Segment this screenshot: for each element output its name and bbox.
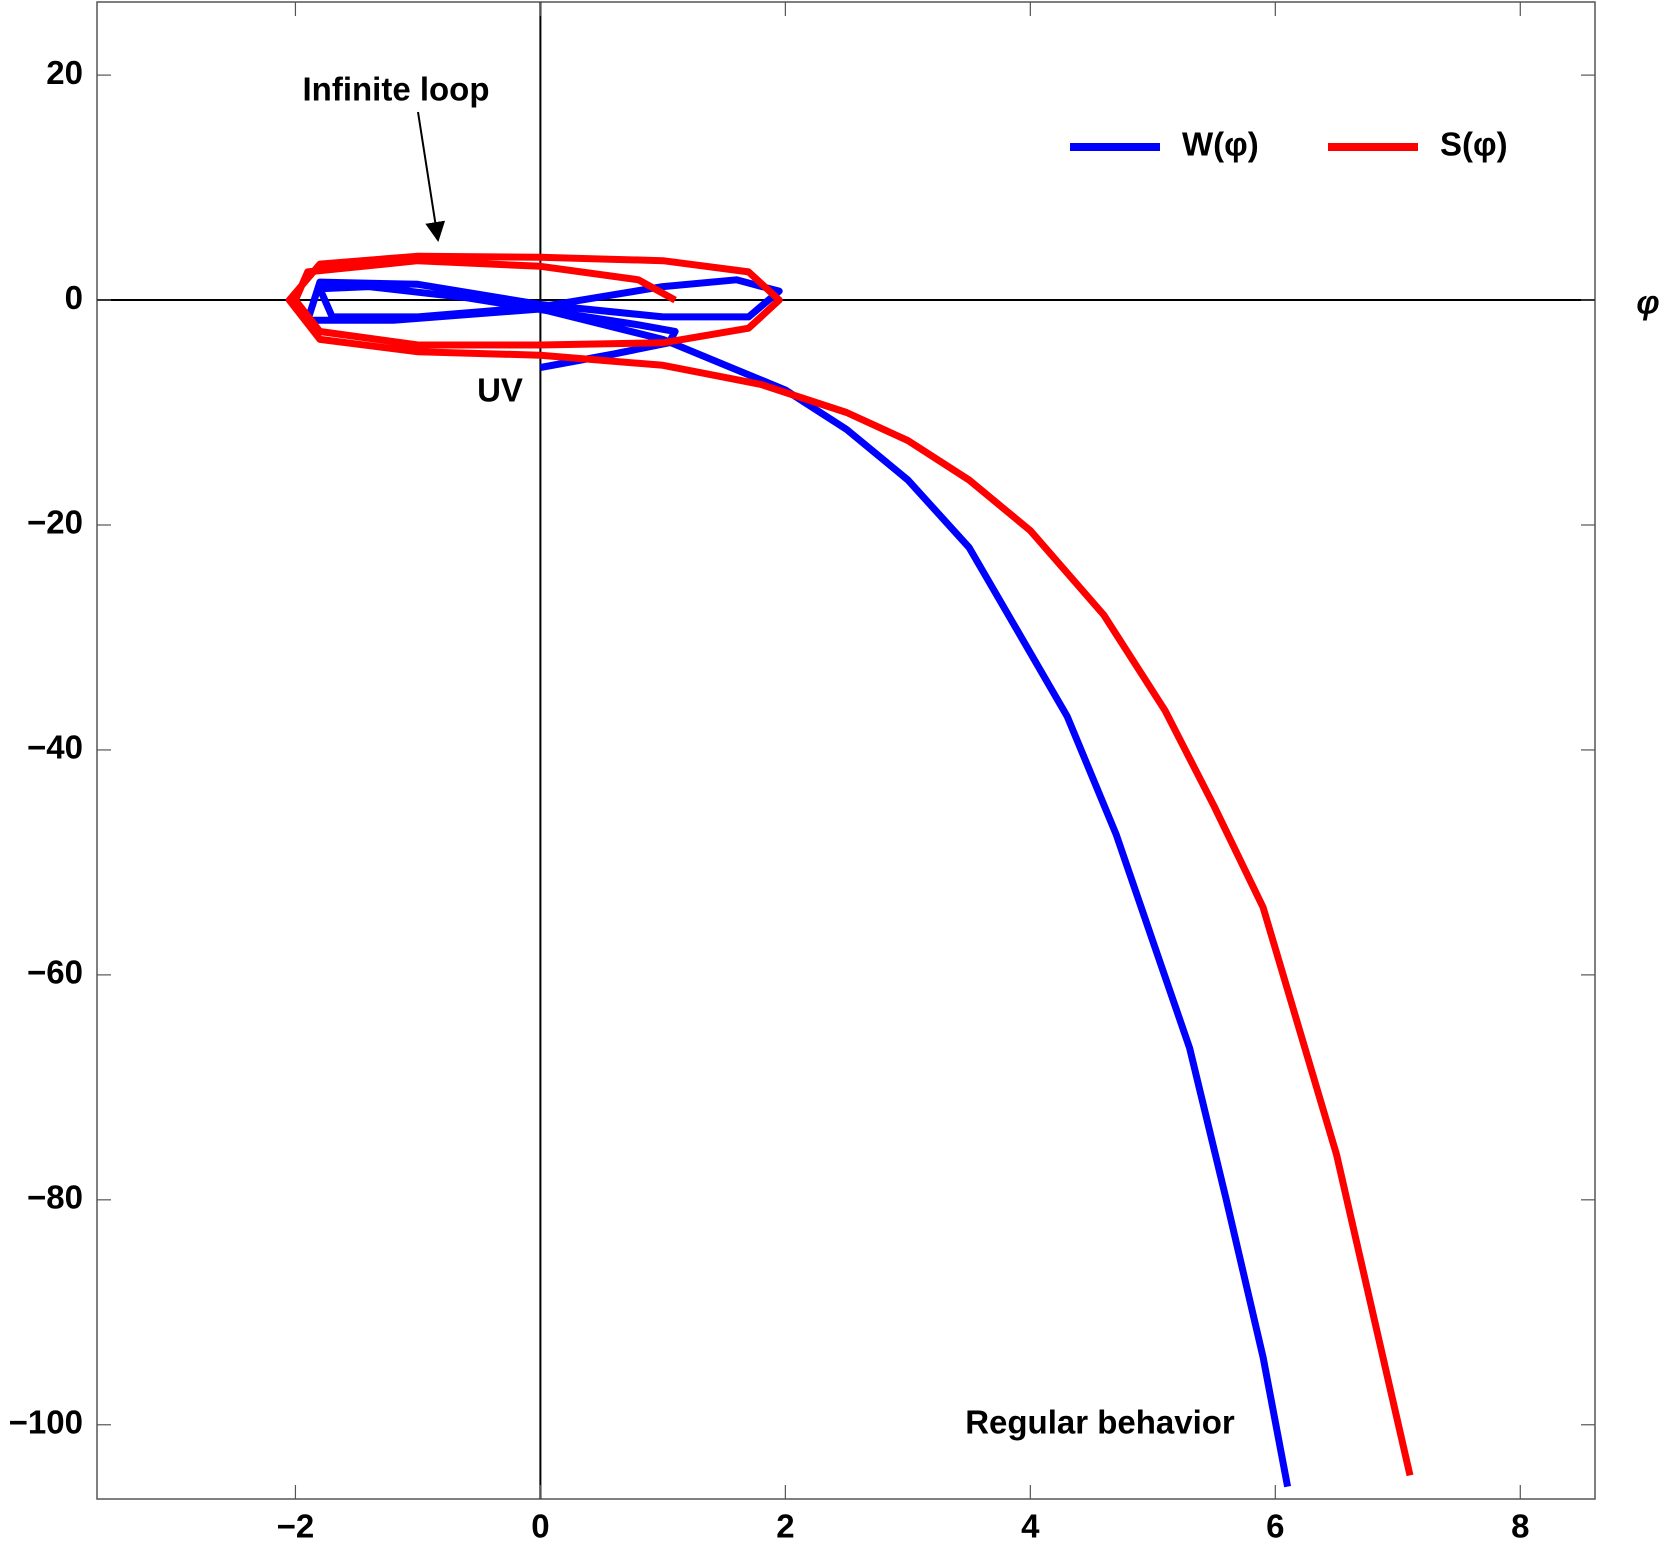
x-axis-label: φ bbox=[1636, 284, 1659, 321]
y-tick-label: −20 bbox=[27, 504, 83, 541]
y-tick-label: 0 bbox=[65, 279, 83, 316]
data-line bbox=[304, 276, 1292, 1488]
x-tick-label: 2 bbox=[776, 1508, 794, 1545]
legend-label: S(φ) bbox=[1440, 126, 1508, 163]
annotation: Infinite loop bbox=[303, 71, 490, 108]
y-tick-label: −60 bbox=[27, 954, 83, 991]
legend-label: W(φ) bbox=[1182, 126, 1259, 163]
annotation-arrow bbox=[417, 111, 446, 242]
x-tick-label: 4 bbox=[1021, 1508, 1040, 1545]
plot-frame bbox=[96, 1, 1596, 1500]
annotation: UV bbox=[477, 372, 523, 409]
x-tick-label: 8 bbox=[1511, 1508, 1529, 1545]
y-tick-label: −100 bbox=[9, 1403, 83, 1440]
y-tick-label: −80 bbox=[27, 1179, 83, 1216]
y-tick-label: 20 bbox=[46, 54, 83, 91]
annotation: Regular behavior bbox=[965, 1404, 1235, 1441]
y-tick-label: −40 bbox=[27, 729, 83, 766]
data-line bbox=[285, 252, 1414, 1477]
x-tick-label: 0 bbox=[531, 1508, 549, 1545]
x-tick-label: −2 bbox=[277, 1508, 315, 1545]
x-tick-label: 6 bbox=[1266, 1508, 1284, 1545]
